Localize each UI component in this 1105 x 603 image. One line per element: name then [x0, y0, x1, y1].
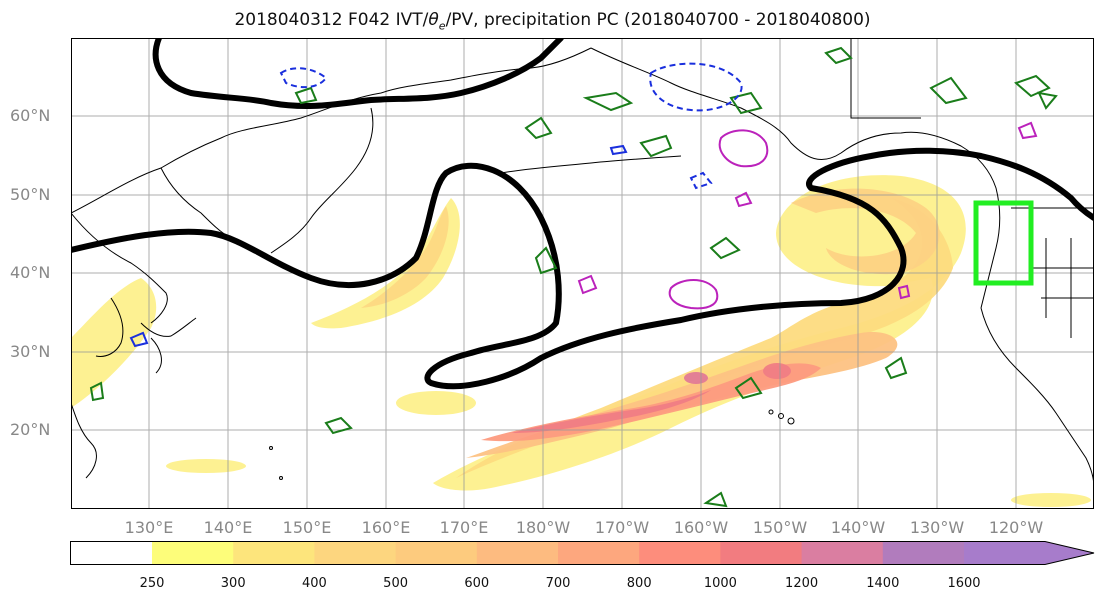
- pv-contours-blue: [279, 62, 743, 190]
- lon-label-130e: 130°E: [124, 518, 174, 537]
- colorbar-bin: [233, 541, 315, 565]
- colorbar-tick-label: 300: [220, 576, 246, 591]
- pv-contours-magenta: [577, 121, 1038, 310]
- figure-title: 2018040312 F042 IVT/θe/PV, precipitation…: [234, 10, 871, 33]
- lon-label-140e: 140°E: [203, 518, 253, 537]
- lon-label-140w: 140°W: [830, 518, 886, 537]
- lat-label-40n: 40°N: [10, 263, 51, 282]
- colorbar-bin: [639, 541, 721, 565]
- pv-contours-blue-solid: [129, 144, 628, 348]
- colorbar-bin: [964, 541, 1045, 565]
- lon-label-160w: 160°W: [673, 518, 729, 537]
- lat-label-60n: 60°N: [10, 106, 51, 125]
- map-canvas: [71, 38, 1094, 509]
- lat-label-30n: 30°N: [10, 342, 51, 361]
- colorbar-tick-label: 1400: [866, 576, 900, 591]
- colorbar-bin: [152, 541, 234, 565]
- pv-contour: [71, 38, 1094, 390]
- colorbar-bin: [882, 541, 965, 565]
- ivt-shading: [71, 175, 1091, 507]
- colorbar-bin: [801, 541, 884, 565]
- colorbar-tick-label: 800: [626, 576, 652, 591]
- colorbar-extend-arrow: [1045, 541, 1094, 565]
- colorbar-frame: [70, 541, 1095, 565]
- colorbar-tick-label: 1200: [785, 576, 819, 591]
- colorbar-bin: [720, 541, 803, 565]
- lon-label-150e: 150°E: [282, 518, 332, 537]
- highlight-box: [973, 200, 1034, 286]
- colorbar: [70, 541, 1095, 565]
- colorbar-tick-label: 500: [383, 576, 409, 591]
- map-frame: [71, 38, 1094, 509]
- precip-contours-green: [89, 46, 1058, 508]
- colorbar-bin: [314, 541, 397, 565]
- lat-label-50n: 50°N: [10, 185, 51, 204]
- colorbar-tick-label: 1600: [947, 576, 981, 591]
- lon-label-150w: 150°W: [752, 518, 808, 537]
- colorbar-bins: [152, 541, 1045, 565]
- lat-label-20n: 20°N: [10, 420, 51, 439]
- lon-label-170e: 170°E: [439, 518, 489, 537]
- colorbar-bin: [395, 541, 478, 565]
- colorbar-bin: [558, 541, 640, 565]
- lon-label-180w: 180°W: [515, 518, 571, 537]
- colorbar-bin: [476, 541, 559, 565]
- colorbar-bin-below: [70, 541, 152, 565]
- colorbar-tick-label: 600: [464, 576, 490, 591]
- lon-label-120w: 120°W: [988, 518, 1044, 537]
- coastlines: [71, 38, 1094, 489]
- lon-label-160e: 160°E: [361, 518, 411, 537]
- colorbar-tick-label: 1000: [703, 576, 737, 591]
- lon-label-130w: 130°W: [909, 518, 965, 537]
- colorbar-tick-label: 400: [301, 576, 327, 591]
- lon-label-170w: 170°W: [594, 518, 650, 537]
- colorbar-tick-label: 250: [139, 576, 165, 591]
- colorbar-tick-label: 700: [545, 576, 571, 591]
- map-panel: [71, 38, 1094, 509]
